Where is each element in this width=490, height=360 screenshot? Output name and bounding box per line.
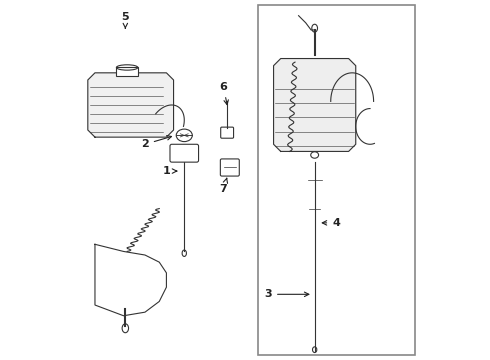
- Text: 4: 4: [322, 218, 340, 228]
- Polygon shape: [273, 59, 356, 152]
- FancyBboxPatch shape: [170, 144, 198, 162]
- Bar: [258, 5, 415, 355]
- Text: 1: 1: [163, 166, 177, 176]
- Bar: [117, 67, 138, 76]
- Text: 2: 2: [141, 136, 171, 149]
- Polygon shape: [88, 73, 173, 137]
- Text: 3: 3: [265, 289, 309, 299]
- FancyBboxPatch shape: [220, 159, 239, 176]
- Text: 5: 5: [122, 13, 129, 28]
- Text: 7: 7: [220, 178, 227, 194]
- Text: 6: 6: [220, 82, 228, 105]
- Polygon shape: [95, 244, 167, 316]
- FancyBboxPatch shape: [220, 127, 234, 138]
